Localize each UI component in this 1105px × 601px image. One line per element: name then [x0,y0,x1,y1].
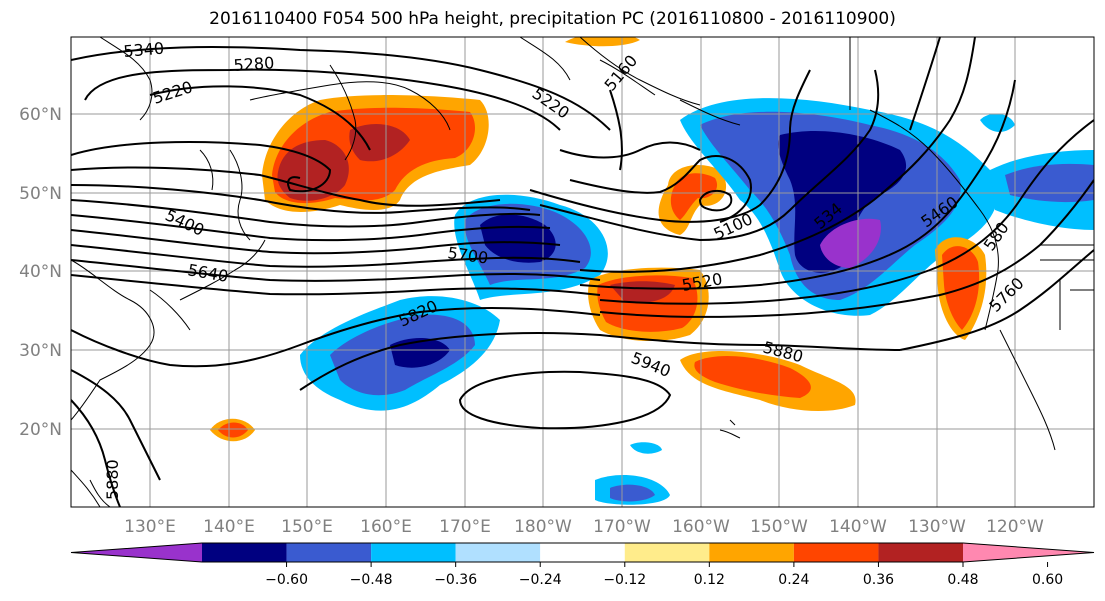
lon-label: 170°W [593,517,651,537]
lon-label: 160°E [360,517,412,537]
colorbar-ticks: −0.60 −0.48 −0.36 −0.24 −0.12 0.12 0.24 0.36 0.4… [265,562,1063,588]
colorbar-swatch [371,543,456,562]
lon-label: 170°E [439,517,491,537]
lon-label: 150°E [281,517,333,537]
colorbar-tick-label: 0.36 [863,572,894,588]
colorbar-tick-label: 0.12 [694,572,725,588]
lat-label: 60°N [19,105,62,125]
contour-label: 5340 [123,39,165,61]
lon-label: 130°E [124,517,176,537]
colorbar-tick-label: −0.36 [434,572,477,588]
lat-label: 30°N [19,341,62,361]
lon-label: 120°W [986,517,1044,537]
colorbar-swatch [202,543,287,562]
colorbar-swatch [709,543,794,562]
contour-label: 5880 [103,459,122,500]
colorbar-tick-label: −0.48 [350,572,393,588]
colorbar-swatch [878,543,963,562]
latitude-labels: 60°N 50°N 40°N 30°N 20°N [19,105,62,440]
lon-label: 160°W [672,517,730,537]
lat-label: 50°N [19,184,62,204]
colorbar-tick-label: −0.60 [265,572,308,588]
lat-label: 40°N [19,262,62,282]
colorbar-swatch [624,543,710,562]
contour-label: 5280 [233,53,275,75]
colorbar-tick-label: 0.48 [947,572,978,588]
colorbar-tick-label: 0.24 [778,572,809,588]
longitude-labels: 130°E 140°E 150°E 160°E 170°E 180°W 170°… [124,517,1044,537]
map-content: 5340 5280 5220 5220 5160 5400 5640 5700 … [71,37,1094,507]
map-frame [70,36,1095,508]
colorbar-extend-min [71,543,202,562]
colorbar-swatch [793,543,879,562]
map-title: 2016110400 F054 500 hPa height, precipit… [209,9,896,29]
height-contours [71,37,1094,507]
colorbar-swatch [540,543,625,562]
lon-label: 150°W [750,517,808,537]
colorbar-swatch [286,543,372,562]
lat-label: 20°N [19,420,62,440]
colorbar-tick-label: −0.24 [519,572,562,588]
coastlines [71,37,1094,507]
colorbar-tick-label: 0.60 [1032,572,1063,588]
lon-label: 130°W [908,517,966,537]
colorbar-outline [70,542,1095,563]
colorbar-extend-max [963,543,1094,562]
colorbar-tick-label: −0.12 [603,572,646,588]
colorbar [70,542,1095,563]
lon-label: 180°W [514,517,572,537]
colorbar-swatch [455,543,541,562]
graticule [71,37,1094,507]
lon-label: 140°W [829,517,887,537]
lon-label: 140°E [203,517,255,537]
